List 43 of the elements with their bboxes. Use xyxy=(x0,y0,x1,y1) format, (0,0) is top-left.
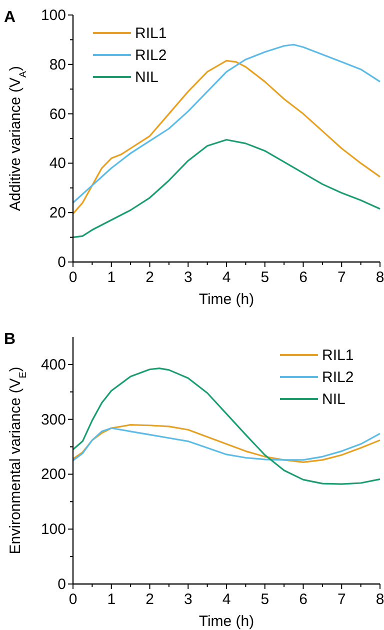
line-series xyxy=(72,60,381,215)
legend-label: RIL2 xyxy=(135,47,167,64)
x-tick-label: 6 xyxy=(299,591,308,608)
legend-label: NIL xyxy=(135,69,158,86)
x-tick-label: 8 xyxy=(376,591,384,608)
line-series xyxy=(72,138,381,238)
x-tick-label: 0 xyxy=(68,591,78,608)
x-tick-label: 6 xyxy=(299,269,308,286)
x-tick-label: 1 xyxy=(107,269,116,286)
y-tick-label: 0 xyxy=(58,576,66,593)
x-tick-label: 7 xyxy=(337,591,346,608)
x-tick-label: 7 xyxy=(337,269,346,286)
line-series xyxy=(72,367,381,485)
line-series xyxy=(72,44,381,204)
x-axis-title: Time (h) xyxy=(198,613,254,630)
y-tick-label: 100 xyxy=(40,521,66,538)
legend-label: RIL1 xyxy=(322,347,354,364)
legend-label: RIL1 xyxy=(135,25,167,42)
chart-title: A xyxy=(4,9,16,26)
y-tick-label: 400 xyxy=(40,356,66,374)
y-tick-label: 40 xyxy=(49,155,66,172)
chart-title: B xyxy=(4,331,16,348)
y-tick-label: 20 xyxy=(49,204,66,222)
y-tick-label: 300 xyxy=(40,411,66,428)
y-tick-label: 80 xyxy=(49,56,66,74)
x-tick-label: 1 xyxy=(107,591,116,608)
y-tick-label: 0 xyxy=(58,254,66,271)
x-tick-label: 4 xyxy=(222,269,231,286)
x-tick-label: 3 xyxy=(184,591,192,608)
legend-label: RIL2 xyxy=(322,369,354,386)
legend-label: NIL xyxy=(322,391,346,408)
x-tick-label: 5 xyxy=(260,591,270,608)
x-axis-title: Time (h) xyxy=(198,291,254,308)
x-tick-label: 3 xyxy=(184,269,192,286)
x-tick-label: 2 xyxy=(146,269,154,286)
x-tick-label: 0 xyxy=(68,269,78,286)
y-tick-label: 200 xyxy=(40,466,66,484)
x-tick-label: 2 xyxy=(146,591,154,608)
x-tick-label: 5 xyxy=(260,269,270,286)
y-tick-label: 100 xyxy=(40,7,66,24)
x-tick-label: 4 xyxy=(222,591,231,608)
y-tick-label: 60 xyxy=(49,106,66,123)
x-tick-label: 8 xyxy=(376,269,384,286)
